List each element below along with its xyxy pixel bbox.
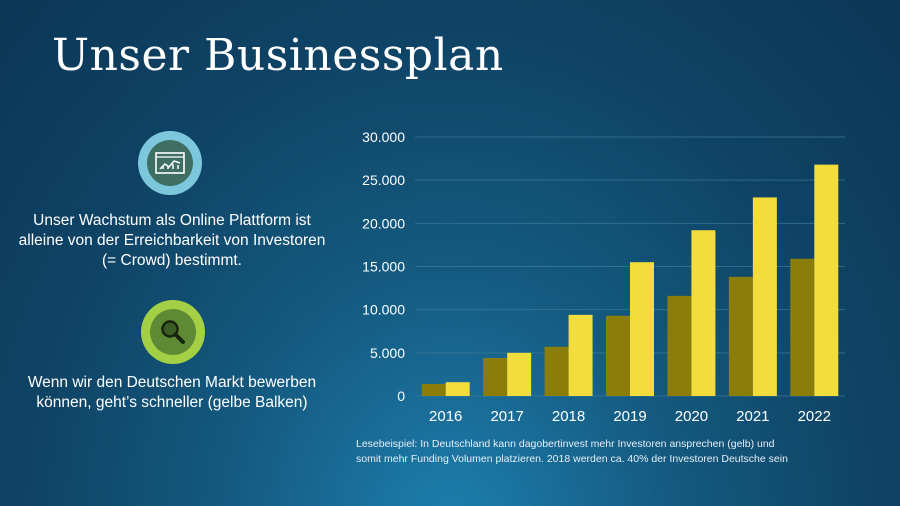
bar-yellow: [445, 382, 470, 396]
bar-olive: [790, 258, 815, 396]
bar-olive: [544, 346, 569, 396]
x-tick-label: 2020: [675, 408, 708, 425]
y-tick-label: 20.000: [362, 215, 405, 231]
y-tick-label: 0: [397, 388, 405, 404]
x-tick-label: 2018: [552, 408, 585, 425]
bar-yellow: [752, 197, 777, 396]
y-tick-label: 10.000: [362, 302, 405, 318]
bar-yellow: [691, 230, 716, 396]
x-tick-label: 2019: [613, 408, 646, 425]
chart-caption: Lesebeispiel: In Deutschland kann dagobe…: [356, 438, 788, 465]
bar-olive: [483, 358, 508, 396]
y-tick-label: 25.000: [362, 172, 405, 188]
bar-yellow: [568, 314, 593, 396]
growth-note: Unser Wachstum als Online Plattform ist …: [18, 212, 326, 269]
x-tick-label: 2017: [490, 408, 523, 425]
x-tick-label: 2016: [429, 408, 462, 425]
bar-olive: [728, 276, 753, 396]
y-tick-label: 5.000: [370, 345, 405, 361]
y-tick-label: 15.000: [362, 259, 405, 275]
x-tick-label: 2022: [798, 408, 831, 425]
search-icon-badge: [141, 300, 205, 364]
bar-olive: [606, 315, 630, 396]
y-tick-label: 30.000: [362, 129, 405, 145]
bar-yellow: [507, 352, 532, 396]
market-note: Wenn wir den Deutschen Markt bewerben kö…: [27, 374, 317, 411]
x-tick-label: 2021: [736, 408, 769, 425]
bar-yellow: [630, 262, 654, 396]
page-title: Unser Businessplan: [52, 30, 504, 81]
search-icon: [161, 320, 185, 344]
bar-olive: [667, 295, 692, 396]
bar-olive: [421, 383, 446, 396]
chart-icon-badge: [138, 131, 202, 195]
bar-chart: 0 5.000 10.000 15.000 20.000 25.000 30.000 2016…: [362, 129, 845, 425]
chart-icon: [155, 152, 185, 174]
bar-yellow: [814, 164, 839, 396]
